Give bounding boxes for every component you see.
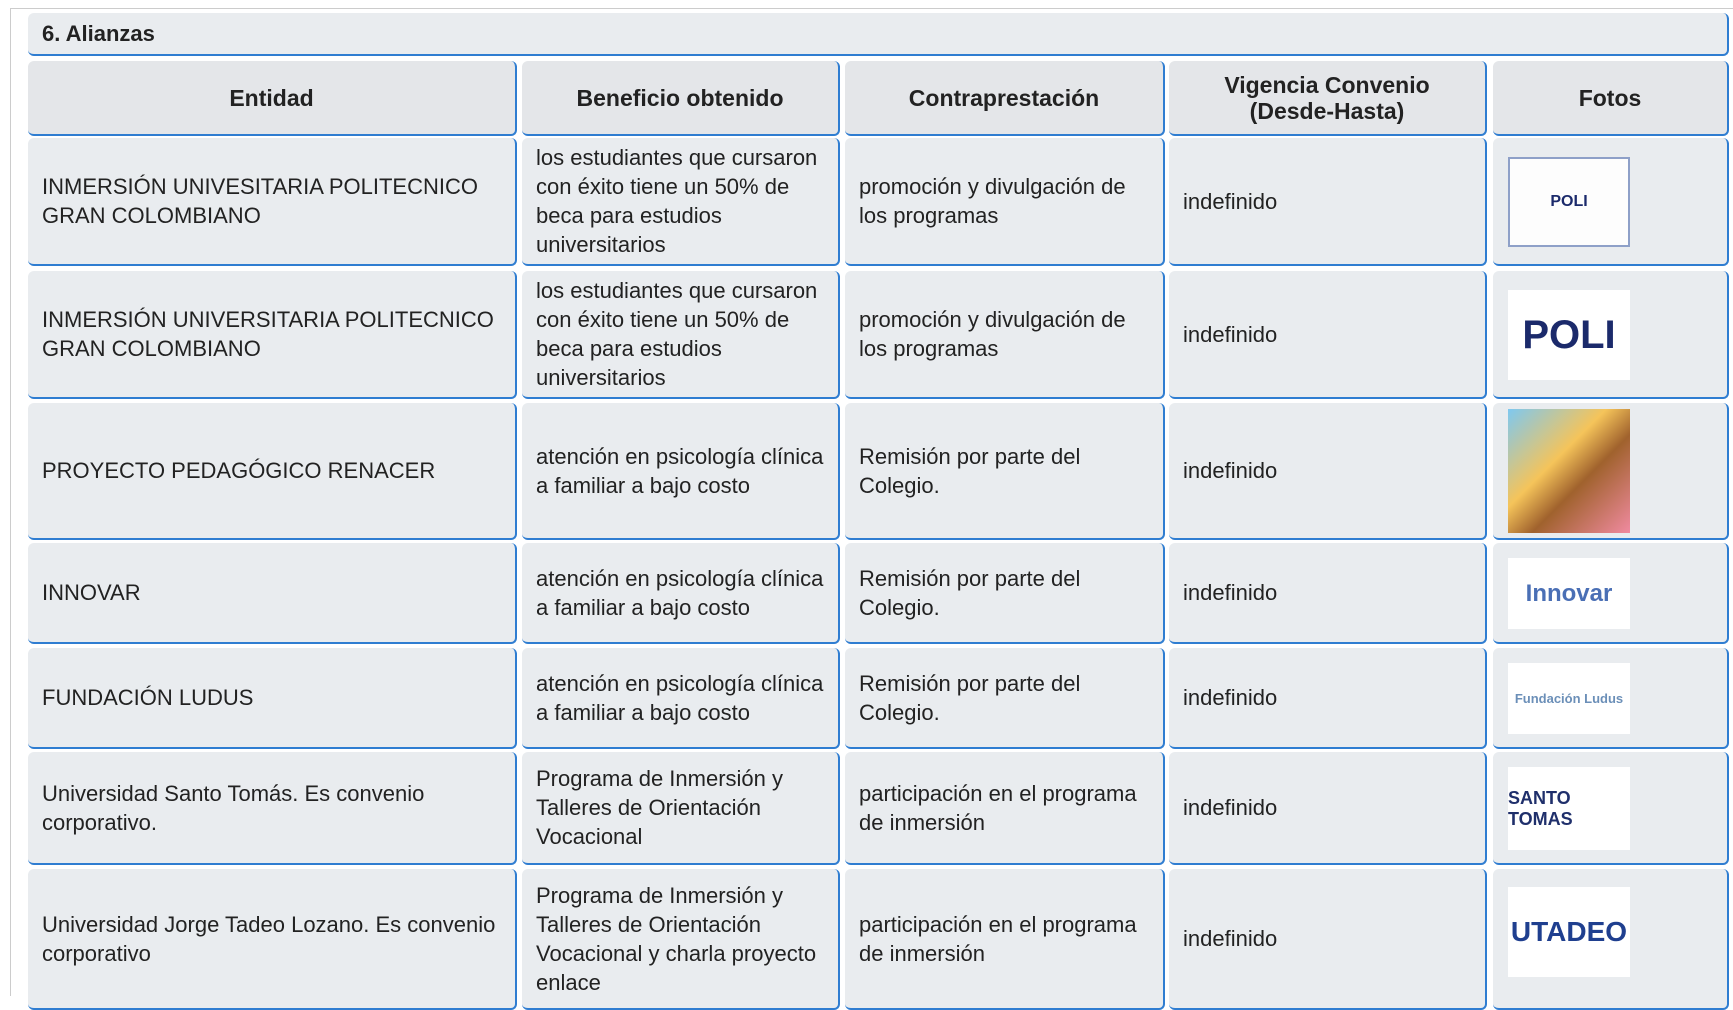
- panel: [10, 8, 1733, 996]
- cell: indefinido: [1169, 869, 1487, 1010]
- photo: SANTO TOMAS: [1508, 767, 1630, 850]
- cell: Remisión por parte del Colegio.: [845, 543, 1165, 644]
- section-title: 6. Alianzas: [28, 13, 1729, 56]
- cell: promoción y divulgación de los programas: [845, 138, 1165, 266]
- cell: Remisión por parte del Colegio.: [845, 648, 1165, 749]
- cell: INNOVAR: [28, 543, 517, 644]
- cell: participación en el programa de inmersió…: [845, 752, 1165, 865]
- cell: indefinido: [1169, 752, 1487, 865]
- cell: atención en psicología clínica a familia…: [522, 543, 840, 644]
- cell: Programa de Inmersión y Talleres de Orie…: [522, 869, 840, 1010]
- cell: atención en psicología clínica a familia…: [522, 403, 840, 540]
- photo: POLI: [1508, 157, 1630, 247]
- cell: Universidad Jorge Tadeo Lozano. Es conve…: [28, 869, 517, 1010]
- column-header: Beneficio obtenido: [522, 61, 840, 136]
- column-header: Vigencia Convenio (Desde-Hasta): [1169, 61, 1487, 136]
- photo: POLI: [1508, 290, 1630, 380]
- photo: Fundación Ludus: [1508, 663, 1630, 734]
- cell: indefinido: [1169, 403, 1487, 540]
- cell: indefinido: [1169, 138, 1487, 266]
- cell: los estudiantes que cursaron con éxito t…: [522, 271, 840, 399]
- photo: UTADEO: [1508, 887, 1630, 977]
- cell: indefinido: [1169, 271, 1487, 399]
- cell: indefinido: [1169, 648, 1487, 749]
- cell: promoción y divulgación de los programas: [845, 271, 1165, 399]
- cell: Universidad Santo Tomás. Es convenio cor…: [28, 752, 517, 865]
- cell: PROYECTO PEDAGÓGICO RENACER: [28, 403, 517, 540]
- column-header: Contraprestación: [845, 61, 1165, 136]
- cell: los estudiantes que cursaron con éxito t…: [522, 138, 840, 266]
- column-header: Entidad: [28, 61, 517, 136]
- cell: Remisión por parte del Colegio.: [845, 403, 1165, 540]
- cell: INMERSIÓN UNIVESITARIA POLITECNICO GRAN …: [28, 138, 517, 266]
- photo: [1508, 409, 1630, 533]
- cell: indefinido: [1169, 543, 1487, 644]
- cell: FUNDACIÓN LUDUS: [28, 648, 517, 749]
- cell: Programa de Inmersión y Talleres de Orie…: [522, 752, 840, 865]
- cell: atención en psicología clínica a familia…: [522, 648, 840, 749]
- photo: Innovar: [1508, 558, 1630, 629]
- column-header: Fotos: [1493, 61, 1729, 136]
- cell: participación en el programa de inmersió…: [845, 869, 1165, 1010]
- cell: INMERSIÓN UNIVERSITARIA POLITECNICO GRAN…: [28, 271, 517, 399]
